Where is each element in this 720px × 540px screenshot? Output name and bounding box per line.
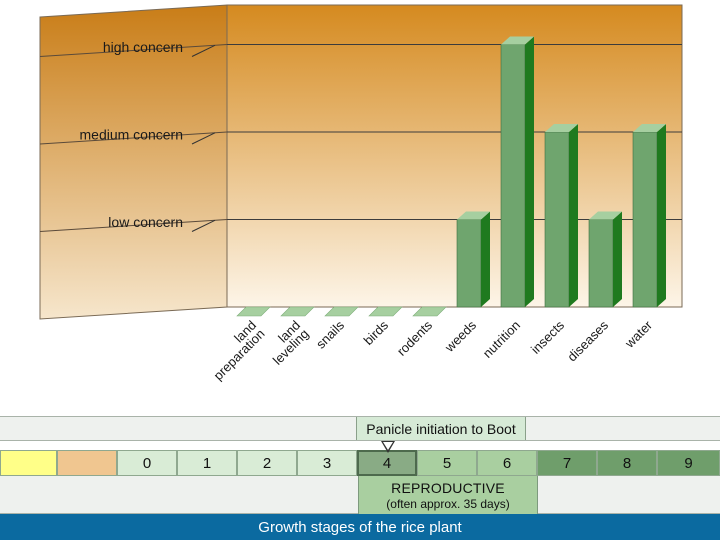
category-labels: landpreparation landleveling snails birds ro…: [202, 317, 655, 384]
bar-series: [236, 36, 666, 317]
bar-flat: [324, 306, 359, 317]
wall-gridline-1: [39, 219, 228, 232]
stage-pre-1: [0, 450, 57, 476]
stage-9: 9: [657, 450, 720, 476]
phase-header-row: Panicle initiation to Boot: [0, 416, 720, 441]
level-tick-3: [191, 44, 216, 57]
phase-title: REPRODUCTIVE: [391, 479, 505, 496]
category-label: nutrition: [480, 318, 523, 361]
level-label: low concern: [108, 214, 183, 230]
bar-front: [456, 219, 482, 308]
bar-snails: [324, 306, 359, 317]
bar-water: [632, 124, 666, 308]
bar-land-leveling: [280, 306, 315, 317]
stage-8: 8: [597, 450, 657, 476]
bar-top: [501, 36, 534, 45]
current-stage-pointer-icon: [381, 441, 395, 453]
bar-side: [657, 124, 666, 307]
stage-6: 6: [477, 450, 537, 476]
bar-insects: [544, 124, 578, 308]
level-label: medium concern: [80, 127, 184, 143]
bar-side: [569, 124, 578, 307]
stage-4: 4: [357, 450, 417, 476]
bar-flat: [236, 306, 271, 317]
wall-gridline-3: [39, 44, 228, 57]
level-tick-1: [191, 219, 216, 232]
bar-top: [457, 211, 490, 220]
reproductive-phase-box: REPRODUCTIVE (often approx. 35 days): [358, 476, 538, 514]
concern-gridlines: low concern medium concern high concern: [39, 39, 682, 232]
bar-side: [613, 211, 622, 307]
level-tick-2: [191, 132, 216, 145]
stage-2: 2: [237, 450, 297, 476]
stage-pre-2: [57, 450, 117, 476]
category-label: birds: [361, 317, 392, 348]
bar-nutrition: [500, 36, 534, 308]
category-label: insects: [528, 317, 568, 357]
category-label: landleveling: [261, 318, 311, 368]
bar-top: [633, 124, 666, 132]
bar-top: [589, 211, 622, 220]
bar-front: [588, 219, 614, 308]
stage-5: 5: [417, 450, 477, 476]
bar-front: [500, 44, 526, 308]
bar-rodents: [412, 306, 447, 317]
bar-side: [481, 211, 490, 307]
bar-front: [544, 131, 570, 308]
bar-flat: [412, 306, 447, 317]
category-label: snails: [313, 317, 347, 351]
category-label: rodents: [394, 317, 436, 359]
bar-diseases: [588, 211, 622, 308]
phase-subtitle: (often approx. 35 days): [386, 496, 510, 511]
bar-land-preparation: [236, 306, 271, 317]
bar-weeds: [456, 211, 490, 308]
bar-side: [525, 36, 534, 307]
bar-flat: [280, 306, 315, 317]
category-label: weeds: [441, 317, 479, 355]
bar-front: [632, 131, 658, 308]
level-label: high concern: [103, 39, 183, 55]
stage-0: 0: [117, 450, 177, 476]
footer-caption: Growth stages of the rice plant: [0, 514, 720, 540]
category-label: landpreparation: [202, 318, 268, 384]
stage-7: 7: [537, 450, 597, 476]
bar-top: [545, 124, 578, 132]
bar-flat: [368, 306, 403, 317]
category-label: diseases: [564, 317, 611, 364]
phase-detail-row: REPRODUCTIVE (often approx. 35 days): [0, 476, 720, 514]
stage-1: 1: [177, 450, 237, 476]
wall-gridline-2: [39, 131, 228, 145]
concern-bar-chart: low concern medium concern high concern la…: [39, 4, 683, 384]
category-label: water: [621, 317, 655, 351]
bar-birds: [368, 306, 403, 317]
phase-label: Panicle initiation to Boot: [356, 417, 526, 440]
stage-3: 3: [297, 450, 357, 476]
